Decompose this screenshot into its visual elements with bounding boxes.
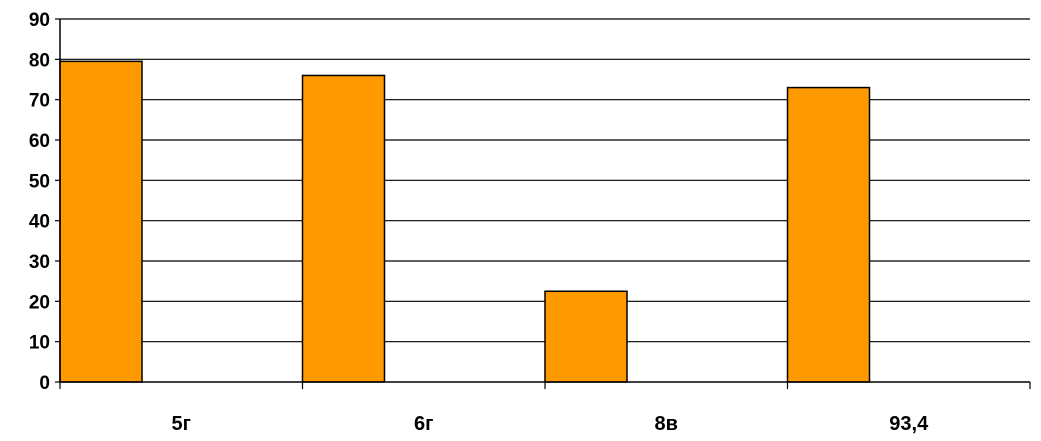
y-tick-labels: 0 10 20 30 40 50 60 70 80 90 xyxy=(29,10,50,394)
y-tick-label: 90 xyxy=(29,10,50,31)
y-tick-label: 20 xyxy=(29,292,50,313)
x-tick-label: 6г xyxy=(414,413,433,435)
bar-0 xyxy=(59,60,143,383)
axes xyxy=(55,18,1031,389)
y-tick-label: 10 xyxy=(29,333,50,354)
x-tick-label: 8в xyxy=(655,413,678,435)
y-tick-label: 40 xyxy=(29,212,50,233)
y-tick-label: 60 xyxy=(29,131,50,152)
y-tick-label: 50 xyxy=(29,171,50,192)
x-tick-label: 5г xyxy=(172,413,191,435)
bar-1 xyxy=(301,74,386,383)
bar-2 xyxy=(544,290,628,383)
gridlines xyxy=(60,18,1030,343)
y-tick-label: 30 xyxy=(29,252,50,273)
x-tick-labels: 5г 6г 8в 93,4 xyxy=(172,413,930,435)
y-tick-label: 80 xyxy=(29,50,50,71)
y-tick-label: 70 xyxy=(29,91,50,112)
bar-3 xyxy=(786,86,871,383)
x-tick-label: 93,4 xyxy=(889,413,929,435)
bars xyxy=(59,60,871,383)
y-tick-label: 0 xyxy=(39,373,50,394)
